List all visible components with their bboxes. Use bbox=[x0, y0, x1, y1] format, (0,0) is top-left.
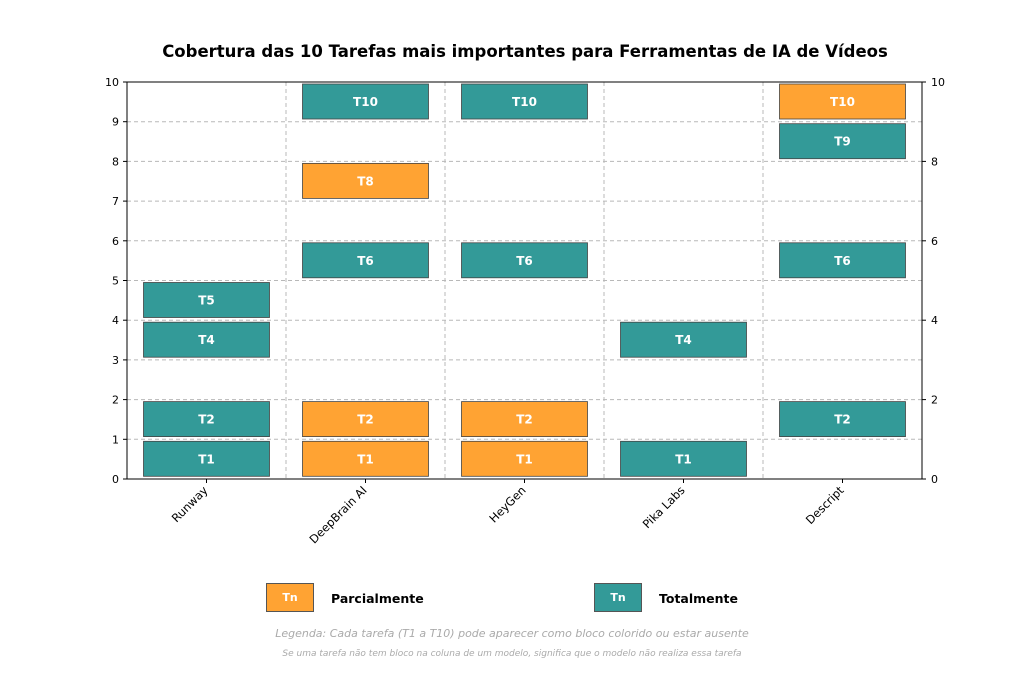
task-block-deepbrain-ai-t10 bbox=[302, 83, 429, 120]
y-tick-label-right: 8 bbox=[931, 155, 938, 168]
y-tick-label-left: 0 bbox=[112, 473, 119, 486]
y-tick-label-left: 7 bbox=[112, 195, 119, 208]
task-block-runway-t5 bbox=[143, 282, 270, 318]
task-block-runway-t2 bbox=[143, 401, 270, 438]
y-tick-label-left: 9 bbox=[112, 116, 119, 129]
task-label-deepbrain-ai-t2: T2 bbox=[357, 413, 374, 427]
task-label-pika-labs-t1: T1 bbox=[675, 452, 692, 466]
x-tick-label: Descript bbox=[803, 483, 847, 527]
task-block-heygen-t1 bbox=[461, 440, 588, 477]
task-block-descript-t10 bbox=[779, 83, 906, 120]
task-block-deepbrain-ai-t2 bbox=[302, 401, 429, 438]
task-block-heygen-t6 bbox=[461, 242, 588, 279]
y-tick-label-left: 1 bbox=[112, 433, 119, 446]
task-label-heygen-t1: T1 bbox=[516, 452, 533, 466]
legend-label-totalmente: Totalmente bbox=[659, 591, 739, 606]
task-label-runway-t4: T4 bbox=[198, 333, 215, 347]
x-tick-label: Runway bbox=[169, 483, 211, 525]
legend-label-parcialmente: Parcialmente bbox=[331, 591, 424, 606]
task-block-deepbrain-ai-t1 bbox=[302, 440, 429, 477]
y-tick-label-right: 10 bbox=[931, 76, 945, 89]
task-label-runway-t2: T2 bbox=[198, 413, 215, 427]
task-label-deepbrain-ai-t6: T6 bbox=[357, 254, 374, 268]
legend-swatch-totalmente: Tn bbox=[594, 583, 642, 612]
y-tick-label-left: 4 bbox=[112, 314, 119, 327]
task-label-descript-t10: T10 bbox=[830, 95, 855, 109]
y-tick-label-left: 5 bbox=[112, 275, 119, 288]
x-tick-label: DeepBrain AI bbox=[306, 483, 369, 546]
task-block-deepbrain-ai-t6 bbox=[302, 242, 429, 279]
task-block-descript-t6 bbox=[779, 242, 906, 279]
y-tick-label-right: 2 bbox=[931, 394, 938, 407]
task-label-descript-t2: T2 bbox=[834, 413, 851, 427]
y-tick-label-right: 4 bbox=[931, 314, 938, 327]
task-block-heygen-t2 bbox=[461, 401, 588, 438]
task-label-runway-t5: T5 bbox=[198, 294, 215, 308]
y-tick-label-left: 2 bbox=[112, 394, 119, 407]
y-tick-label-right: 6 bbox=[931, 235, 938, 248]
task-block-pika-labs-t4 bbox=[620, 321, 747, 358]
task-label-heygen-t2: T2 bbox=[516, 413, 533, 427]
task-block-runway-t4 bbox=[143, 321, 270, 358]
task-label-pika-labs-t4: T4 bbox=[675, 333, 692, 347]
chart-title: Cobertura das 10 Tarefas mais importante… bbox=[162, 42, 888, 61]
x-tick-label: Pika Labs bbox=[640, 483, 688, 531]
task-block-descript-t9 bbox=[779, 123, 906, 160]
task-block-deepbrain-ai-t8 bbox=[302, 162, 429, 199]
task-label-descript-t9: T9 bbox=[834, 135, 851, 149]
task-block-heygen-t10 bbox=[461, 83, 588, 120]
task-label-deepbrain-ai-t8: T8 bbox=[357, 174, 374, 188]
task-block-pika-labs-t1 bbox=[620, 440, 747, 477]
task-block-descript-t2 bbox=[779, 401, 906, 438]
y-tick-label-right: 0 bbox=[931, 473, 938, 486]
y-tick-label-left: 10 bbox=[105, 76, 119, 89]
absence-note: Se uma tarefa não tem bloco na coluna de… bbox=[282, 649, 742, 659]
task-label-heygen-t6: T6 bbox=[516, 254, 533, 268]
x-tick-label: HeyGen bbox=[486, 483, 528, 525]
task-label-descript-t6: T6 bbox=[834, 254, 851, 268]
task-block-runway-t1 bbox=[143, 440, 270, 477]
legend-swatch-parcialmente: Tn bbox=[266, 583, 314, 612]
y-tick-label-left: 8 bbox=[112, 155, 119, 168]
legend-note: Legenda: Cada tarefa (T1 a T10) pode apa… bbox=[275, 627, 749, 640]
task-label-heygen-t10: T10 bbox=[512, 95, 537, 109]
task-label-runway-t1: T1 bbox=[198, 452, 215, 466]
task-label-deepbrain-ai-t1: T1 bbox=[357, 452, 374, 466]
y-tick-label-left: 6 bbox=[112, 235, 119, 248]
task-label-deepbrain-ai-t10: T10 bbox=[353, 95, 378, 109]
y-tick-label-left: 3 bbox=[112, 354, 119, 367]
